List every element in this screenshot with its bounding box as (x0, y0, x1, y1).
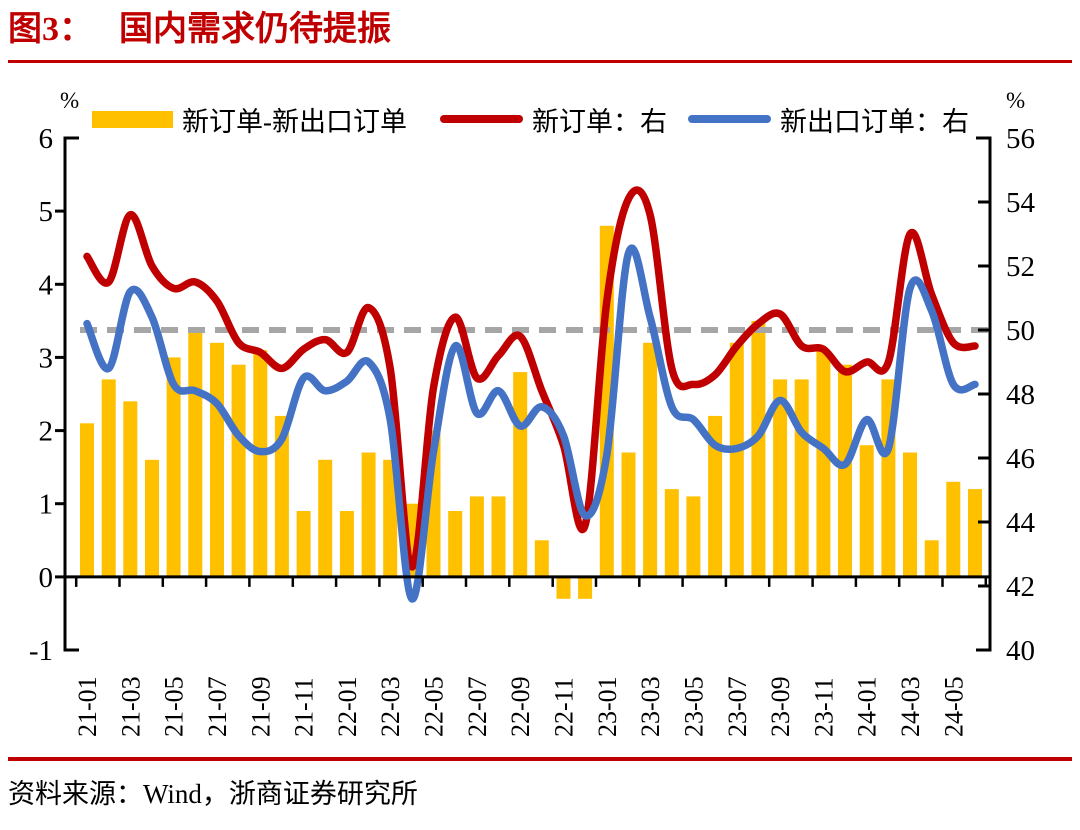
bar (513, 372, 528, 577)
right-axis-label: 50 (1006, 315, 1035, 347)
right-axis-label: 42 (1006, 571, 1035, 603)
bar (578, 576, 593, 599)
left-axis-label: 5 (39, 196, 54, 228)
right-axis-label: 56 (1006, 123, 1035, 155)
bar (794, 379, 809, 577)
right-axis-label: 44 (1006, 507, 1036, 539)
x-axis-label: 22-05 (420, 676, 449, 737)
bar (101, 379, 116, 577)
left-axis-label: 2 (39, 416, 54, 448)
right-axis-label: 46 (1006, 443, 1035, 475)
bar (556, 576, 571, 599)
bar (946, 481, 961, 577)
x-axis-label: 21-07 (203, 676, 232, 737)
x-axis-label: 22-03 (376, 676, 405, 737)
bar (534, 540, 549, 577)
x-axis-label: 23-03 (636, 676, 665, 737)
bar (751, 320, 766, 577)
bar (339, 511, 354, 577)
x-axis-label: 21-09 (246, 676, 275, 737)
bar (968, 489, 982, 577)
line-新出口订单 (83, 244, 979, 603)
bar (664, 489, 679, 577)
red-line-swatch-icon (440, 115, 523, 123)
x-axis-label: 24-01 (853, 676, 882, 737)
bar (708, 415, 723, 577)
x-axis-label: 22-01 (333, 676, 362, 737)
right-axis-label: 54 (1006, 187, 1036, 219)
x-axis-label: 22-09 (506, 676, 535, 737)
x-axis-label: 21-01 (73, 676, 102, 737)
legend-label: 新订单-新出口订单 (182, 106, 407, 137)
bar (491, 496, 506, 577)
figure-title-text: 国内需求仍待提振 (119, 11, 391, 48)
line-新订单 (83, 186, 979, 571)
left-axis-label: 6 (39, 123, 54, 155)
bar (448, 511, 463, 577)
left-axis-label: 3 (39, 342, 54, 374)
title-rule (8, 60, 1072, 63)
left-axis-unit: % (60, 88, 80, 113)
bar (816, 350, 831, 577)
bar (210, 342, 224, 577)
x-axis-label: 24-05 (939, 676, 968, 737)
bar (123, 401, 138, 577)
left-axis-label: -1 (29, 635, 53, 667)
x-axis-label: 23-01 (593, 676, 622, 737)
left-axis-label: 0 (39, 562, 54, 594)
left-axis-label: 4 (39, 269, 54, 301)
bar (903, 452, 917, 577)
source-rule (8, 757, 1072, 761)
legend-item-bar-series: 新订单-新出口订单 (92, 102, 407, 137)
left-axis-line (63, 136, 79, 652)
x-axis-label: 21-03 (116, 676, 145, 737)
x-axis-label: 24-03 (896, 676, 925, 737)
bar-swatch-icon (92, 110, 173, 128)
bar (686, 496, 701, 577)
bar (274, 415, 289, 577)
bar (231, 364, 246, 577)
bar (859, 445, 874, 577)
bar (80, 423, 94, 577)
x-axis-label: 22-11 (550, 677, 579, 737)
x-axis-label: 23-11 (809, 677, 838, 737)
x-axis-label: 23-07 (723, 676, 752, 737)
x-axis-label: 22-07 (463, 676, 492, 737)
bar (773, 379, 788, 577)
bar (318, 459, 333, 577)
bar (188, 328, 203, 577)
right-axis-unit: % (1006, 88, 1026, 113)
bar (145, 459, 159, 577)
bar (296, 511, 311, 577)
right-axis-label: 48 (1006, 379, 1035, 411)
bar (361, 452, 376, 577)
right-axis-label: 52 (1006, 251, 1035, 283)
x-axis-label: 23-09 (766, 676, 795, 737)
bar (166, 357, 181, 577)
blue-line-swatch-icon (688, 115, 771, 123)
bar (838, 364, 852, 577)
bar (729, 342, 744, 577)
legend-label: 新出口订单：右 (780, 106, 969, 137)
bar (924, 540, 939, 577)
axes (55, 136, 992, 652)
left-axis-label: 1 (39, 489, 54, 521)
figure-title: 图3： 国内需求仍待提振 (8, 8, 391, 52)
legend-item-new-export-orders: 新出口订单：右 (688, 102, 969, 137)
bar (383, 459, 398, 577)
bar (469, 496, 484, 577)
source-text: 资料来源：Wind，浙商证券研究所 (8, 779, 418, 809)
bar (643, 342, 658, 577)
legend-label: 新订单：右 (532, 106, 667, 137)
x-axis-label: 21-05 (160, 676, 189, 737)
bar (621, 452, 636, 577)
x-axis-label: 23-05 (679, 676, 708, 737)
bar (253, 350, 268, 577)
figure-label: 图3： (8, 11, 93, 48)
x-axis-label: 21-11 (290, 677, 319, 737)
right-axis-label: 40 (1006, 635, 1035, 667)
legend-item-new-orders: 新订单：右 (440, 102, 667, 137)
